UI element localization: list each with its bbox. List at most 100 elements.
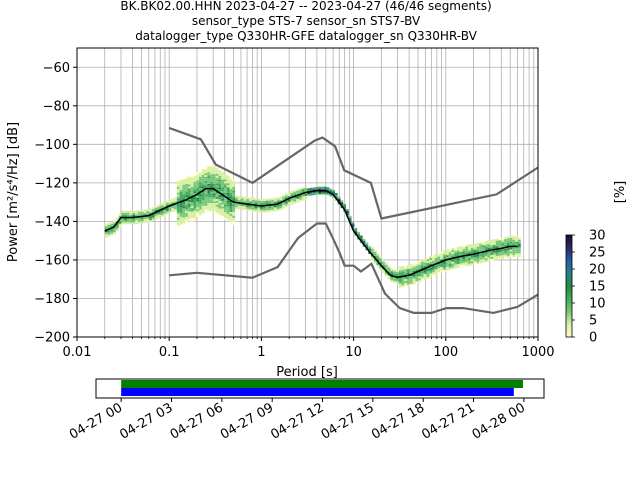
- heatmap-cell: [379, 266, 383, 269]
- heatmap-cell: [276, 208, 280, 211]
- heatmap-cell: [218, 177, 222, 180]
- heatmap-cell: [251, 199, 255, 202]
- heatmap-cell: [204, 207, 208, 210]
- heatmap-cell: [517, 243, 521, 246]
- heatmap-cell: [204, 198, 208, 201]
- heatmap-cell: [190, 198, 194, 201]
- heatmap-cell: [517, 249, 521, 252]
- heatmap-cell: [420, 277, 424, 279]
- heatmap-cell: [229, 200, 233, 203]
- grid-lines: [76, 48, 538, 338]
- heatmap-cell: [229, 188, 233, 191]
- heatmap-cell: [246, 204, 249, 207]
- heatmap-cell: [312, 193, 316, 196]
- heatmap-cell: [179, 207, 183, 210]
- heatmap-cell: [271, 201, 274, 204]
- heatmap-cell: [240, 198, 244, 201]
- heatmap-cell: [190, 215, 194, 218]
- heatmap-cell: [204, 171, 208, 174]
- heatmap-cell: [465, 262, 469, 265]
- heatmap-cell: [515, 251, 518, 254]
- heatmap-cell: [193, 210, 197, 213]
- heatmap-cell: [384, 266, 388, 269]
- noise-lines: [104, 126, 538, 315]
- heatmap-cell: [462, 245, 466, 248]
- heatmap-cell: [287, 196, 291, 199]
- heatmap-cell: [174, 205, 177, 208]
- heatmap-cell: [185, 205, 188, 208]
- heatmap-cell: [401, 266, 405, 268]
- heatmap-cell: [246, 206, 249, 209]
- heatmap-cell: [287, 194, 291, 197]
- heatmap-cell: [470, 251, 474, 254]
- heatmap-cell: [215, 185, 219, 188]
- colorbar-tick-label: 20: [589, 263, 606, 278]
- heatmap-cell: [451, 261, 455, 264]
- heatmap-cell: [224, 189, 227, 192]
- heatmap-cell: [196, 195, 200, 198]
- heatmap-cell: [509, 239, 513, 242]
- heatmap-cell: [221, 189, 225, 192]
- heatmap-cell: [473, 262, 477, 265]
- heatmap-cell: [304, 188, 308, 190]
- heatmap-cell: [517, 255, 521, 258]
- heatmap-cell: [479, 259, 482, 262]
- heatmap-cell: [321, 188, 324, 191]
- heatmap-cell: [215, 172, 219, 174]
- heatmap-cell: [224, 191, 227, 193]
- heatmap-cell: [118, 219, 122, 222]
- heatmap-cell: [224, 177, 227, 180]
- heatmap-cell: [440, 270, 444, 273]
- heatmap-cell: [506, 236, 510, 239]
- heatmap-cell: [140, 221, 144, 224]
- heatmap-cell: [176, 211, 180, 214]
- heatmap-cell: [506, 255, 510, 258]
- heatmap-cell: [420, 259, 424, 262]
- heatmap-cell: [418, 262, 421, 265]
- heatmap-cell: [196, 180, 200, 183]
- heatmap-cell: [368, 248, 371, 251]
- heatmap-cell: [232, 192, 236, 195]
- heatmap-cell: [190, 219, 194, 222]
- heatmap-cell: [279, 200, 283, 203]
- heatmap-cell: [212, 181, 216, 184]
- heatmap-cell: [157, 206, 161, 209]
- heatmap-cell: [437, 258, 441, 261]
- heatmap-cell: [465, 264, 469, 267]
- heatmap-cell: [224, 181, 227, 184]
- heatmap-cell: [307, 188, 310, 191]
- heatmap-cell: [185, 183, 188, 186]
- heatmap-cell: [462, 258, 466, 261]
- heatmap-cell: [382, 261, 385, 264]
- heatmap-cell: [193, 183, 197, 186]
- heatmap-cell: [404, 279, 408, 281]
- heatmap-cell: [199, 190, 202, 193]
- heatmap-cell: [454, 253, 457, 256]
- heatmap-cell: [187, 201, 191, 204]
- heatmap-cell: [432, 258, 435, 261]
- heatmap-cell: [182, 217, 186, 220]
- heatmap-cell: [495, 257, 499, 260]
- heatmap-cell: [124, 218, 127, 221]
- heatmap-cell: [415, 279, 419, 282]
- heatmap-cell: [218, 212, 222, 215]
- heatmap-cell: [121, 212, 125, 215]
- heatmap-cell: [407, 268, 410, 271]
- heatmap-cell: [487, 255, 491, 258]
- heatmap-cell: [476, 250, 480, 253]
- heatmap-cell: [418, 274, 421, 277]
- heatmap-cell: [501, 245, 505, 248]
- heatmap-cell: [140, 213, 144, 216]
- heatmap-cell: [373, 259, 377, 262]
- heatmap-cell: [226, 190, 230, 193]
- heatmap-cell: [229, 192, 233, 195]
- heatmap-cell: [429, 263, 433, 266]
- heatmap-cell: [215, 204, 219, 207]
- heatmap-cell: [390, 276, 394, 279]
- heatmap-cell: [468, 246, 471, 249]
- heatmap-cell: [232, 200, 236, 203]
- heatmap-cell: [465, 260, 469, 263]
- heatmap-cell: [398, 266, 402, 269]
- heatmap-cell: [138, 221, 141, 224]
- heatmap-cell: [193, 185, 197, 188]
